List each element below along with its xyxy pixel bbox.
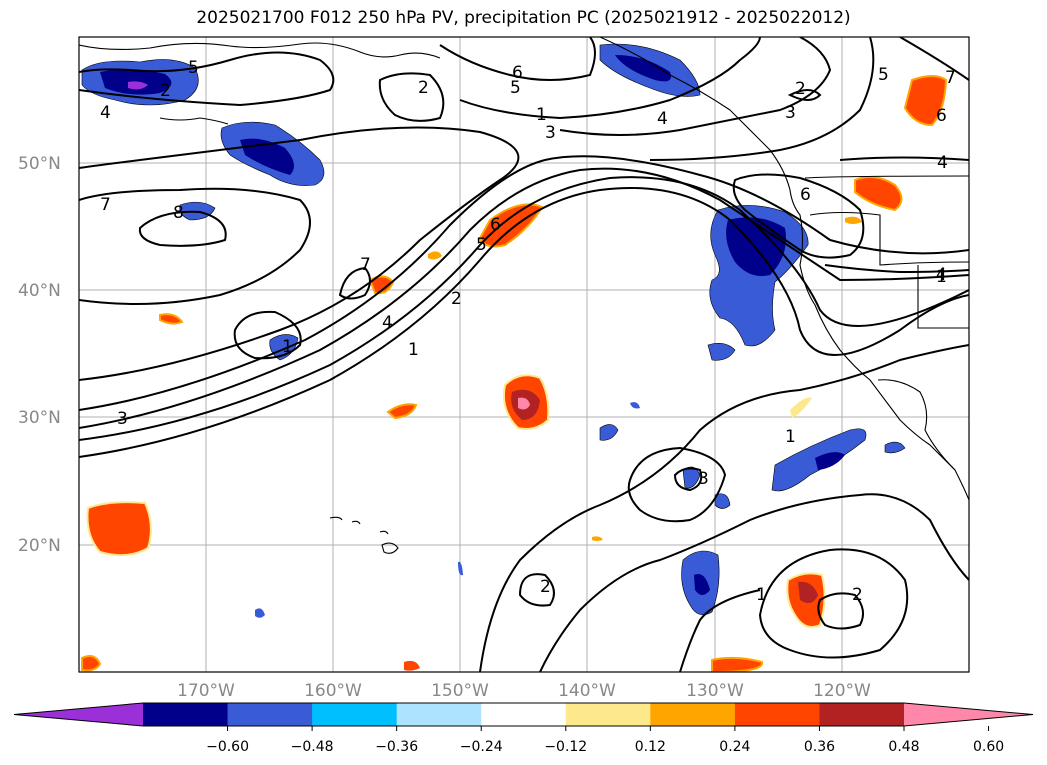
colorbar-tick-label: 0.24 bbox=[719, 739, 750, 755]
colorbar-swatch bbox=[312, 703, 398, 726]
lon-label: 130°W bbox=[686, 681, 744, 701]
colorbar-tick-label: −0.24 bbox=[460, 739, 503, 755]
lon-label: 160°W bbox=[304, 681, 362, 701]
contour-label: 2 bbox=[540, 577, 551, 597]
contour-label: 5 bbox=[476, 235, 487, 255]
colorbar-swatch bbox=[227, 703, 313, 726]
contour-label: 1 bbox=[536, 105, 547, 125]
contour-label-group: 7 6 5 4 3 2 1 8 7 6 5 4 3 2 1 4 5 6 2 7 … bbox=[100, 58, 956, 605]
colorbar-outline bbox=[13, 702, 1034, 727]
colorbar-swatch bbox=[143, 703, 229, 726]
map-border bbox=[78, 36, 970, 673]
contour-label: 2 bbox=[795, 79, 806, 99]
colorbar-swatch bbox=[734, 703, 820, 726]
contour-label: 5 bbox=[188, 58, 199, 78]
lat-label: 30°N bbox=[18, 408, 61, 428]
lat-label: 20°N bbox=[18, 536, 61, 556]
contour-label: 4 bbox=[657, 109, 668, 129]
pv-contours bbox=[79, 37, 969, 672]
contour-label: 1 bbox=[282, 337, 293, 357]
colorbar-swatch bbox=[650, 703, 736, 726]
contour-label: 7 bbox=[360, 255, 371, 275]
contour-label: 4 bbox=[100, 103, 111, 123]
contour-label: 2 bbox=[852, 585, 863, 605]
latitude-labels: 50°N 40°N 30°N 20°N bbox=[18, 154, 61, 556]
contour-label: 5 bbox=[510, 78, 521, 98]
colorbar-swatch bbox=[565, 703, 651, 726]
colorbar-swatch bbox=[481, 703, 567, 726]
colorbar-tick-label: −0.12 bbox=[544, 739, 587, 755]
longitude-labels: 170°W 160°W 150°W 140°W 130°W 120°W bbox=[177, 681, 871, 701]
lat-label: 40°N bbox=[18, 281, 61, 301]
contour-label: 1 bbox=[756, 585, 767, 605]
contour-label: 4 bbox=[382, 313, 393, 333]
lon-label: 120°W bbox=[813, 681, 871, 701]
contour-label: 6 bbox=[490, 215, 501, 235]
colorbar-swatch bbox=[819, 703, 905, 726]
contour-label: 6 bbox=[936, 106, 947, 126]
lat-label: 50°N bbox=[18, 154, 61, 174]
colorbar: −0.60 −0.48 −0.36 −0.24 −0.12 0.12 0.24 0.36 0.4… bbox=[13, 702, 1034, 755]
contour-label: 1 bbox=[936, 267, 947, 287]
contour-label: 2 bbox=[418, 78, 429, 98]
contour-label: 3 bbox=[698, 469, 709, 489]
contour-label: 1 bbox=[408, 340, 419, 360]
colorbar-tick-label: 0.36 bbox=[804, 739, 835, 755]
lon-label: 150°W bbox=[431, 681, 489, 701]
contour-label: 7 bbox=[945, 68, 956, 88]
colorbar-tick-label: −0.36 bbox=[375, 739, 418, 755]
contour-label: 8 bbox=[173, 203, 184, 223]
contour-label: 5 bbox=[878, 65, 889, 85]
colorbar-tick-label: 0.60 bbox=[973, 739, 1004, 755]
contour-label: 4 bbox=[937, 153, 948, 173]
colorbar-extend-min bbox=[14, 703, 143, 726]
colorbar-extend-max bbox=[904, 703, 1033, 726]
contour-label: 4 bbox=[936, 265, 947, 285]
colorbar-tick-label: 0.48 bbox=[888, 739, 919, 755]
colorbar-tick-label: 0.12 bbox=[635, 739, 666, 755]
contour-label: 6 bbox=[512, 63, 523, 83]
contour-label: 2 bbox=[160, 81, 171, 101]
colorbar-tick-label: −0.60 bbox=[206, 739, 249, 755]
lon-label: 170°W bbox=[177, 681, 235, 701]
contour-label: 1 bbox=[785, 427, 796, 447]
chart-title: 2025021700 F012 250 hPa PV, precipitatio… bbox=[196, 8, 851, 28]
contour-label: 3 bbox=[545, 123, 556, 143]
contour-label: 3 bbox=[117, 409, 128, 429]
contour-label: 2 bbox=[451, 289, 462, 309]
precip-negative-areas bbox=[81, 43, 906, 618]
contour-label: 7 bbox=[100, 195, 111, 215]
lon-label: 140°W bbox=[558, 681, 616, 701]
contour-label: 3 bbox=[785, 103, 796, 123]
colorbar-swatch bbox=[396, 703, 482, 726]
colorbar-tick-label: −0.48 bbox=[291, 739, 334, 755]
contour-label: 6 bbox=[800, 185, 811, 205]
